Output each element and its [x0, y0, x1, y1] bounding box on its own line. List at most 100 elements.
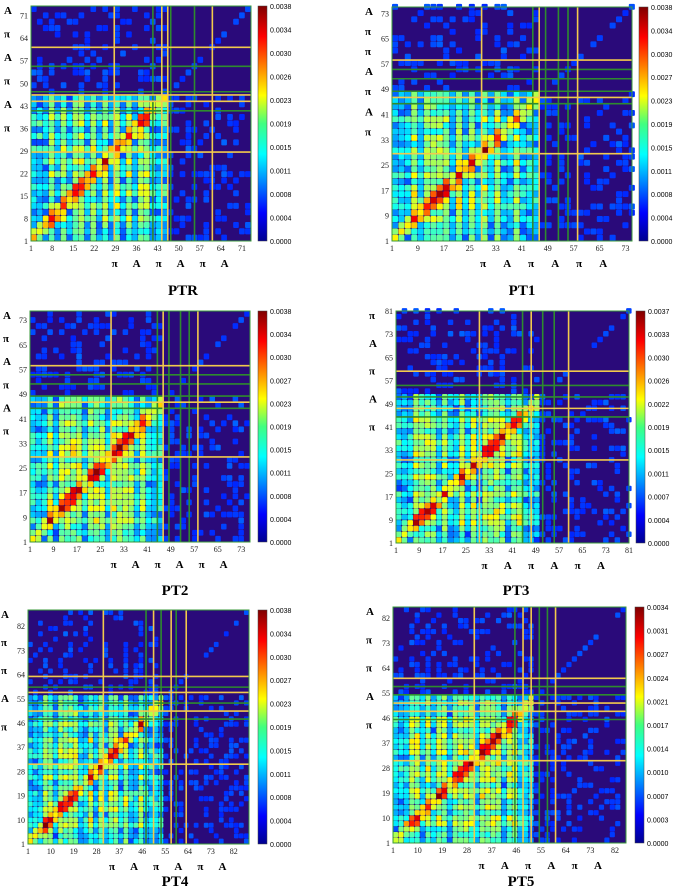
heatmap-cell [48, 164, 55, 171]
heatmap-cell [511, 319, 517, 326]
heatmap-cell [409, 766, 415, 772]
heatmap-cell [116, 481, 123, 487]
heatmap-cell [523, 826, 529, 832]
x-tick-label: 17 [440, 244, 448, 253]
heatmap-cell [120, 177, 126, 184]
heatmap-cell [552, 197, 559, 204]
heatmap-cell [41, 402, 48, 408]
heatmap-cell [140, 402, 146, 408]
heatmap-cell [43, 732, 48, 738]
heatmap-cell [58, 796, 63, 802]
heatmap-cell [482, 537, 488, 543]
heatmap-cell [60, 126, 67, 133]
heatmap-cell [122, 493, 129, 500]
heatmap-cell [479, 832, 485, 838]
heatmap-cell [228, 822, 234, 828]
heatmap-cell [148, 721, 154, 727]
heatmap-cell [68, 721, 73, 727]
heatmap-cell [447, 514, 454, 520]
heatmap-cell [68, 796, 73, 802]
x-tick-label: 1 [26, 847, 30, 856]
x-tick-label: 57 [570, 244, 578, 253]
heatmap-cell [407, 485, 413, 492]
heatmap-cell [449, 122, 456, 129]
heatmap-cell [138, 833, 144, 839]
heatmap-cell [493, 428, 500, 434]
heatmap-cell [145, 377, 152, 384]
colorbar-tick-label: 0.0026 [270, 75, 292, 82]
heatmap-cell [442, 537, 448, 543]
heatmap-cell [447, 445, 454, 452]
heatmap-cell [430, 793, 437, 799]
heatmap-cell [425, 810, 431, 816]
heatmap-cell [409, 788, 415, 794]
heatmap-cell [218, 764, 224, 770]
heatmap-cell [414, 810, 420, 816]
heatmap-cell [70, 475, 77, 481]
heatmap-cell [608, 531, 615, 537]
heatmap-cell [424, 439, 431, 446]
heatmap-cell [414, 804, 420, 810]
heatmap-cell [430, 147, 437, 154]
heatmap-cell [479, 760, 485, 766]
heatmap-cell [407, 508, 413, 515]
heatmap-cell [401, 474, 408, 480]
heatmap-cell [108, 610, 114, 616]
heatmap-cell [407, 365, 413, 371]
heatmap-cell [111, 414, 117, 421]
heatmap-cell [43, 806, 48, 812]
heatmap-cell [522, 468, 529, 474]
heatmap-cell [198, 748, 204, 754]
heatmap-cell [396, 416, 402, 423]
heatmap-cell [133, 620, 139, 626]
heatmap-cell [552, 184, 559, 191]
heatmap-cell [609, 172, 616, 179]
heatmap-cell [398, 216, 405, 222]
heatmap-cell [133, 833, 139, 839]
heatmap-cell [488, 359, 494, 366]
heatmap-cell [76, 481, 82, 487]
heatmap-cell [134, 396, 140, 402]
heatmap-cell [407, 416, 413, 423]
heatmap-cell [482, 462, 488, 469]
heatmap-cell [138, 113, 144, 120]
heatmap-cell [63, 631, 68, 637]
heatmap-cell [41, 335, 48, 342]
heatmap-cell [90, 158, 97, 165]
heatmap-cell [133, 780, 139, 786]
heatmap-cell [145, 462, 152, 469]
heatmap-cell [76, 444, 82, 451]
heatmap-cell [493, 422, 500, 429]
heatmap-cell [66, 183, 73, 190]
heatmap-cell [603, 166, 610, 173]
heatmap-cell [424, 445, 431, 452]
heatmap-cell [143, 190, 150, 197]
heatmap-cell [232, 438, 239, 445]
heatmap-cell [465, 502, 471, 509]
heatmap-cell [105, 426, 111, 433]
heatmap-cell [143, 94, 150, 101]
heatmap-cell [430, 468, 436, 474]
heatmap-cell [66, 209, 73, 216]
heatmap-cell [465, 331, 471, 337]
heatmap-cell [178, 695, 184, 701]
heatmap-cell [533, 799, 540, 805]
heatmap-cell [30, 402, 36, 408]
heatmap-cell [411, 197, 418, 204]
heatmap-cell [73, 727, 78, 733]
heatmap-cell [128, 408, 134, 415]
heatmap-cell [532, 97, 539, 104]
heatmap-cell [30, 499, 36, 506]
heatmap-cell [243, 737, 249, 743]
heatmap-cell [132, 190, 138, 197]
heatmap-cell [78, 774, 83, 780]
heatmap-cell [452, 782, 458, 788]
heatmap-cell [417, 209, 424, 216]
heatmap-cell [522, 434, 529, 440]
heatmap-cell [157, 469, 163, 475]
heatmap-cell [442, 508, 448, 515]
heatmap-cell [173, 82, 180, 89]
heatmap-cell [208, 705, 214, 711]
heatmap-cell [102, 190, 108, 197]
heatmap-cell [36, 133, 43, 140]
